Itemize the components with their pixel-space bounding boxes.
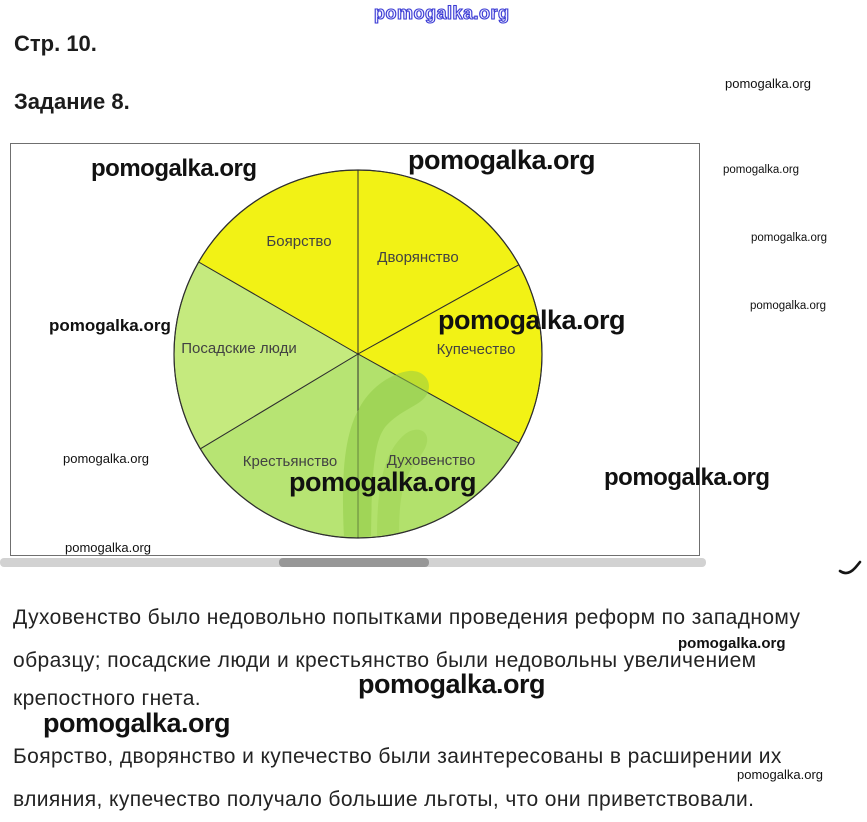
watermark: pomogalka.org [408, 145, 596, 175]
chart-panel: Боярство Дворянство Купечество Духовенст… [10, 143, 700, 556]
pie-label-boyarstvo: Боярство [266, 233, 332, 251]
watermark: pomogalka.org [358, 669, 546, 699]
watermark-brand-blue: pomogalka.org [373, 2, 510, 23]
answer-line: образцу; посадские люди и крестьянство б… [13, 649, 757, 672]
watermark-leaf-shape [377, 429, 428, 537]
watermark: pomogalka.org [43, 708, 231, 738]
pie-chart [173, 169, 543, 539]
pie-label-krestyanstvo: Крестьянство [242, 453, 338, 471]
watermark: pomogalka.org [49, 316, 171, 335]
watermark: pomogalka.org [678, 635, 786, 652]
answer-line: Боярство, дворянство и купечество были з… [13, 745, 782, 768]
answer-line: влияния, купечество получало большие льг… [13, 788, 755, 811]
watermark: pomogalka.org [91, 155, 257, 182]
watermark: pomogalka.org [604, 464, 770, 491]
pie-label-dvoryanstvo: Дворянство [377, 249, 459, 267]
watermark-leaf-shape [343, 370, 429, 537]
pie-label-dukhovenstvo: Духовенство [386, 452, 476, 470]
watermark: pomogalka.org [723, 164, 800, 176]
watermark: pomogalka.org [438, 305, 626, 335]
watermark: pomogalka.org [750, 300, 827, 312]
pie-label-posadskie: Посадские люди [181, 340, 297, 358]
watermark: pomogalka.org [751, 232, 828, 244]
watermark: pomogalka.org [725, 76, 811, 91]
pie-outline [173, 169, 543, 539]
watermark: pomogalka.org [737, 767, 823, 782]
task-heading: Задание 8. [14, 89, 130, 114]
horizontal-scrollbar[interactable] [0, 558, 706, 567]
scrollbar-thumb[interactable] [279, 558, 429, 567]
watermark: pomogalka.org [65, 540, 151, 555]
watermark: pomogalka.org [289, 467, 477, 497]
page-heading: Стр. 10. [14, 31, 97, 56]
watermark: pomogalka.org [63, 451, 149, 466]
pie-label-kupechestvo: Купечество [436, 341, 516, 359]
answer-line: крепостного гнета. [13, 687, 202, 710]
curl-mark-icon [838, 560, 862, 575]
answer-line: Духовенство было недовольно попытками пр… [13, 606, 801, 629]
